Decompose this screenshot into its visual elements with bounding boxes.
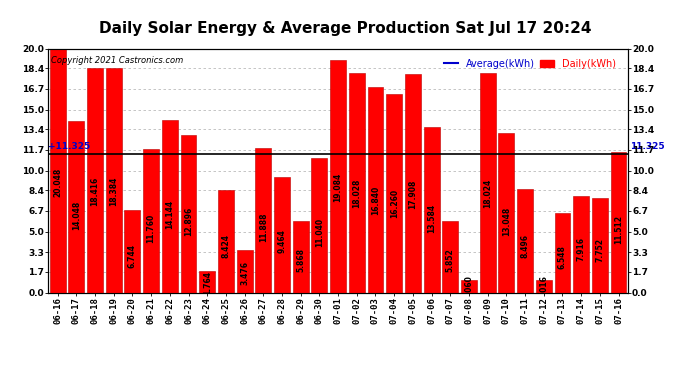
Text: 6.548: 6.548 xyxy=(558,244,567,268)
Bar xyxy=(424,127,440,292)
Bar xyxy=(461,280,477,292)
Bar xyxy=(87,68,103,292)
Bar xyxy=(573,196,589,292)
Text: 5.868: 5.868 xyxy=(296,248,305,272)
Bar xyxy=(498,134,514,292)
Legend: Average(kWh), Daily(kWh): Average(kWh), Daily(kWh) xyxy=(440,55,620,73)
Text: 11.760: 11.760 xyxy=(147,213,156,243)
Text: 11.325: 11.325 xyxy=(630,142,664,152)
Text: Copyright 2021 Castronics.com: Copyright 2021 Castronics.com xyxy=(51,56,184,65)
Bar xyxy=(237,250,253,292)
Text: +11.325: +11.325 xyxy=(48,142,90,152)
Text: 8.496: 8.496 xyxy=(520,234,529,258)
Bar xyxy=(144,149,159,292)
Text: 18.024: 18.024 xyxy=(483,179,492,208)
Bar xyxy=(106,69,121,292)
Text: 5.852: 5.852 xyxy=(446,249,455,272)
Text: 11.040: 11.040 xyxy=(315,217,324,246)
Text: 6.744: 6.744 xyxy=(128,243,137,267)
Text: 14.144: 14.144 xyxy=(166,200,175,230)
Text: 1.060: 1.060 xyxy=(464,275,473,298)
Bar xyxy=(386,94,402,292)
Bar xyxy=(442,221,458,292)
Text: 1.764: 1.764 xyxy=(203,271,212,295)
Text: 9.464: 9.464 xyxy=(277,229,286,252)
Bar xyxy=(592,198,608,292)
Text: 18.384: 18.384 xyxy=(109,177,118,206)
Text: 14.048: 14.048 xyxy=(72,201,81,230)
Bar xyxy=(218,190,234,292)
Text: 18.028: 18.028 xyxy=(353,179,362,209)
Text: 3.476: 3.476 xyxy=(240,261,249,285)
Bar xyxy=(68,121,84,292)
Text: 19.084: 19.084 xyxy=(333,173,343,202)
Text: 20.048: 20.048 xyxy=(53,168,62,197)
Bar xyxy=(199,271,215,292)
Bar xyxy=(311,158,327,292)
Bar xyxy=(368,87,384,292)
Text: 11.888: 11.888 xyxy=(259,213,268,242)
Text: 18.416: 18.416 xyxy=(90,177,99,206)
Bar xyxy=(50,48,66,292)
Text: Daily Solar Energy & Average Production Sat Jul 17 20:24: Daily Solar Energy & Average Production … xyxy=(99,21,591,36)
Text: 1.016: 1.016 xyxy=(540,275,549,299)
Text: 8.424: 8.424 xyxy=(221,234,230,258)
Text: 12.896: 12.896 xyxy=(184,207,193,236)
Text: 11.512: 11.512 xyxy=(614,215,623,244)
Bar xyxy=(330,60,346,292)
Bar xyxy=(255,148,271,292)
Bar xyxy=(181,135,197,292)
Bar xyxy=(293,221,308,292)
Bar xyxy=(162,120,178,292)
Bar xyxy=(611,152,627,292)
Text: 7.916: 7.916 xyxy=(577,237,586,261)
Text: 7.752: 7.752 xyxy=(595,238,604,262)
Bar xyxy=(517,189,533,292)
Bar xyxy=(124,210,140,292)
Text: 16.840: 16.840 xyxy=(371,186,380,215)
Bar xyxy=(480,73,495,292)
Text: 16.260: 16.260 xyxy=(390,189,399,218)
Text: 13.048: 13.048 xyxy=(502,206,511,236)
Bar xyxy=(349,73,365,292)
Bar xyxy=(405,74,421,292)
Text: 17.908: 17.908 xyxy=(408,180,417,209)
Bar xyxy=(555,213,571,292)
Text: 13.584: 13.584 xyxy=(427,204,436,232)
Bar xyxy=(274,177,290,292)
Bar xyxy=(536,280,552,292)
